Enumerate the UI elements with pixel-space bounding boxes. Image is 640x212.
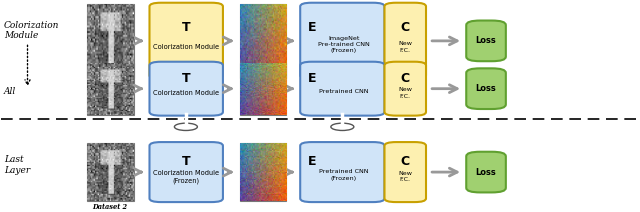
Text: C: C bbox=[401, 21, 410, 34]
Text: ImageNet
Pre-trained CNN
(Frozen): ImageNet Pre-trained CNN (Frozen) bbox=[318, 36, 370, 53]
Bar bbox=[87, 63, 134, 115]
Bar bbox=[87, 4, 134, 78]
FancyBboxPatch shape bbox=[385, 62, 426, 116]
Text: Colorization Module: Colorization Module bbox=[153, 90, 220, 96]
Text: C: C bbox=[401, 155, 410, 168]
Text: E: E bbox=[308, 21, 316, 34]
Text: C: C bbox=[401, 73, 410, 85]
Text: Pretrained CNN
(Frozen): Pretrained CNN (Frozen) bbox=[319, 169, 369, 181]
Text: Pretrained CNN: Pretrained CNN bbox=[319, 89, 369, 94]
FancyBboxPatch shape bbox=[300, 3, 385, 79]
Text: Colorization Module
(Frozen): Colorization Module (Frozen) bbox=[153, 170, 220, 184]
FancyBboxPatch shape bbox=[150, 142, 223, 202]
Text: Last
Layer: Last Layer bbox=[4, 155, 30, 175]
Text: New
F.C.: New F.C. bbox=[398, 41, 412, 53]
Text: Dataset 2: Dataset 2 bbox=[93, 203, 128, 211]
FancyBboxPatch shape bbox=[300, 62, 385, 116]
Text: Colorization
Module: Colorization Module bbox=[4, 21, 60, 40]
Text: Colorization Module: Colorization Module bbox=[153, 44, 220, 50]
Text: New
F.C.: New F.C. bbox=[398, 171, 412, 183]
Text: Dataset 1: Dataset 1 bbox=[93, 80, 128, 88]
FancyBboxPatch shape bbox=[150, 62, 223, 116]
FancyBboxPatch shape bbox=[385, 142, 426, 202]
Bar bbox=[239, 143, 286, 201]
Text: All: All bbox=[4, 87, 16, 96]
Text: T: T bbox=[182, 21, 191, 34]
Text: T: T bbox=[182, 155, 191, 168]
FancyBboxPatch shape bbox=[467, 152, 506, 192]
FancyBboxPatch shape bbox=[300, 142, 385, 202]
Text: New
F.C.: New F.C. bbox=[398, 87, 412, 99]
Bar bbox=[87, 143, 134, 201]
FancyBboxPatch shape bbox=[150, 3, 223, 79]
Text: E: E bbox=[308, 73, 316, 85]
Bar bbox=[239, 4, 286, 78]
Text: Loss: Loss bbox=[476, 84, 497, 93]
FancyBboxPatch shape bbox=[467, 68, 506, 109]
Text: E: E bbox=[308, 155, 316, 168]
Bar bbox=[239, 63, 286, 115]
Text: Loss: Loss bbox=[476, 36, 497, 45]
FancyBboxPatch shape bbox=[467, 21, 506, 61]
FancyBboxPatch shape bbox=[385, 3, 426, 79]
Text: T: T bbox=[182, 73, 191, 85]
Text: Loss: Loss bbox=[476, 167, 497, 177]
